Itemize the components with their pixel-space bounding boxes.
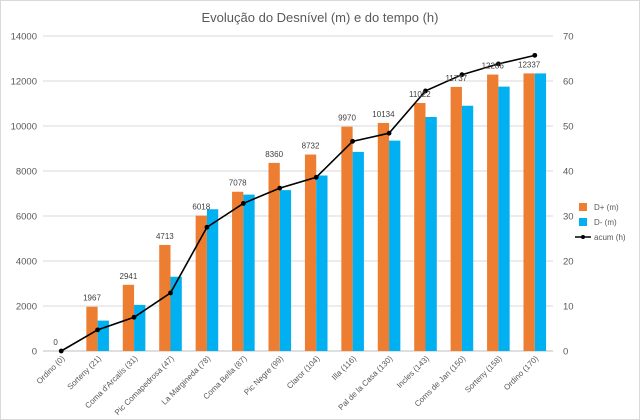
- legend-swatch: [579, 203, 587, 211]
- acum-line: [58, 52, 538, 354]
- legend-swatch: [579, 218, 587, 226]
- category-label: Illa (116): [330, 354, 358, 382]
- category-label: Pic Negre (99): [242, 354, 285, 397]
- legend-marker: [581, 235, 585, 239]
- bar-d-plus: [487, 74, 499, 351]
- right-tick-label: 10: [563, 302, 574, 313]
- data-label: 8732: [302, 142, 320, 151]
- acum-point: [168, 290, 173, 296]
- data-label: 6018: [192, 203, 210, 212]
- bar-d-minus: [279, 190, 292, 351]
- data-label: 11022: [409, 90, 431, 99]
- data-label: 11737: [445, 74, 467, 83]
- data-label: 0: [53, 338, 58, 347]
- acum-point: [459, 72, 465, 78]
- bar-d-plus: [232, 191, 244, 351]
- data-label: 10134: [372, 110, 395, 119]
- left-tick-label: 8000: [16, 167, 37, 178]
- left-tick-label: 14000: [11, 32, 37, 43]
- acum-point: [240, 201, 246, 206]
- left-tick-label: 0: [32, 347, 37, 358]
- category-label: Sorteny (21): [66, 354, 104, 392]
- category-label: Ordino (170): [502, 354, 540, 392]
- bar-d-plus: [523, 73, 535, 351]
- acum-point: [58, 348, 64, 354]
- bar-d-plus: [377, 122, 390, 351]
- data-label: 4713: [156, 232, 174, 241]
- data-label: 9970: [338, 114, 356, 123]
- category-label: Pic Comapedrosa (47): [113, 354, 176, 417]
- bar-d-plus: [86, 306, 98, 351]
- category-label: Ordino (0): [35, 354, 67, 386]
- bar-d-plus: [159, 244, 171, 351]
- bar-d-minus: [97, 320, 109, 351]
- left-tick-label: 10000: [11, 122, 37, 133]
- bar-d-plus: [414, 103, 426, 351]
- right-tick-label: 20: [563, 257, 574, 268]
- bar-d-plus: [268, 162, 280, 351]
- acum-polyline: [60, 54, 535, 352]
- category-label: Sorteny (158): [463, 354, 504, 395]
- data-label: 8360: [265, 150, 283, 159]
- left-tick-label: 4000: [16, 257, 37, 268]
- right-tick-label: 70: [563, 32, 574, 43]
- data-label: 1967: [83, 294, 101, 303]
- left-tick-label: 6000: [16, 212, 37, 223]
- data-label: 12286: [482, 62, 505, 71]
- bar-d-minus: [206, 209, 219, 351]
- bar-d-plus: [341, 126, 353, 351]
- bar-d-minus: [352, 151, 364, 351]
- right-axis-ticks: 0 10 20 30 40 50 60 70: [563, 32, 574, 358]
- data-label: 2941: [120, 272, 138, 281]
- bar-d-minus: [461, 105, 474, 351]
- acum-point: [350, 138, 356, 144]
- category-label: Incles (143): [395, 354, 431, 390]
- acum-point: [204, 224, 210, 230]
- acum-point: [386, 130, 392, 136]
- bar-d-minus: [134, 304, 146, 351]
- bar-d-plus: [122, 284, 135, 351]
- acum-point: [313, 174, 319, 180]
- bar-d-minus: [316, 175, 328, 351]
- bar-d-minus: [243, 194, 255, 351]
- right-tick-label: 0: [563, 347, 568, 358]
- acum-point: [95, 327, 101, 333]
- right-tick-label: 30: [563, 212, 574, 223]
- acum-point: [277, 185, 283, 191]
- bar-d-minus: [389, 140, 401, 351]
- acum-point: [423, 88, 428, 94]
- bar-d-minus: [498, 86, 510, 351]
- right-tick-label: 50: [563, 122, 574, 133]
- data-label: 12337: [518, 60, 541, 69]
- legend-label: D+ (m): [594, 203, 619, 212]
- bar-d-minus: [534, 73, 547, 351]
- right-tick-label: 40: [563, 167, 574, 178]
- bars: [86, 73, 547, 351]
- bar-d-plus: [450, 86, 462, 351]
- left-tick-label: 12000: [11, 77, 37, 88]
- gridlines: [43, 35, 553, 352]
- bar-d-minus: [170, 276, 182, 351]
- category-label: Claror (104): [285, 354, 322, 391]
- legend-label: acum (h): [594, 233, 626, 242]
- acum-point: [131, 314, 137, 320]
- legend-label: D- (m): [594, 218, 617, 227]
- right-tick-label: 60: [563, 77, 574, 88]
- legend: D+ (m) D- (m) acum (h): [575, 203, 626, 242]
- bar-d-plus: [304, 154, 317, 351]
- bar-d-plus: [195, 215, 207, 351]
- left-axis-ticks: 0 2000 4000 6000 8000 10000 12000 14000: [11, 32, 37, 358]
- left-tick-label: 2000: [16, 302, 37, 313]
- data-labels: 0 1967 2941 4713 6018 7078 8360 8732 9970 10134 11…: [53, 60, 540, 347]
- data-label: 7078: [229, 179, 247, 188]
- bar-d-minus: [425, 117, 437, 351]
- chart-title: Evolução do Desnível (m) e do tempo (h): [202, 10, 439, 25]
- acum-point: [495, 61, 501, 67]
- category-labels: Ordino (0)Sorteny (21)Coma d'Arcalís (31…: [35, 354, 541, 417]
- acum-point: [532, 52, 538, 58]
